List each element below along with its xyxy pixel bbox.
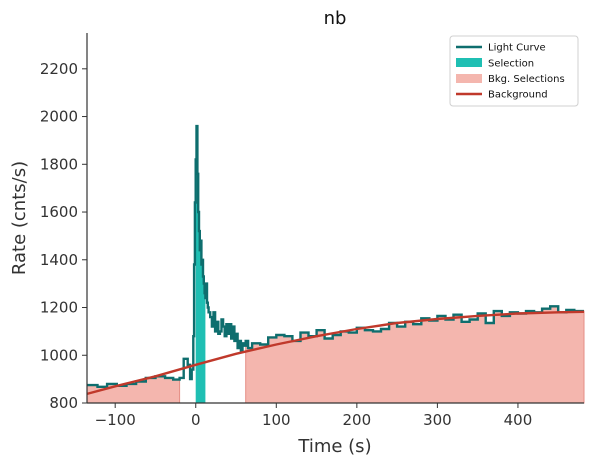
- legend-label-light-curve: Light Curve: [488, 43, 546, 54]
- background-model-layer: [86, 310, 585, 396]
- y-tick-label: 1000: [40, 346, 78, 364]
- legend: Light Curve Selection Bkg. Selections Ba…: [449, 35, 579, 107]
- background-model-line: [86, 310, 585, 396]
- y-tick-label: 2200: [40, 60, 78, 78]
- y-tick-label: 1600: [40, 203, 78, 221]
- legend-swatch-selection: [456, 58, 482, 67]
- y-tick-label: 1200: [40, 299, 78, 317]
- y-tick-label: 1400: [40, 251, 78, 269]
- x-tick-label: 200: [343, 411, 372, 429]
- legend-swatch-bkg-selections: [456, 74, 482, 83]
- bkg-selections-layer: [86, 305, 585, 404]
- x-tick-label: 0: [191, 411, 201, 429]
- x-tick-label: −100: [95, 411, 136, 429]
- y-axis-label: Rate (cnts/s): [9, 161, 30, 275]
- y-tick-label: 1800: [40, 155, 78, 173]
- legend-label-background: Background: [488, 90, 548, 101]
- x-tick-label: 300: [423, 411, 452, 429]
- y-tick-label: 2000: [40, 108, 78, 126]
- x-axis-ticks: −100 0 100 200 300 400: [95, 403, 533, 429]
- legend-label-bkg-selections: Bkg. Selections: [488, 74, 565, 85]
- x-tick-label: 400: [504, 411, 533, 429]
- y-axis-ticks: 800 1000 1200 1400 1600 1800 2000 2200: [40, 60, 87, 412]
- chart-title: nb: [324, 8, 347, 29]
- x-tick-label: 100: [262, 411, 291, 429]
- y-tick-label: 800: [49, 394, 78, 412]
- x-axis-label: Time (s): [297, 436, 371, 457]
- legend-frame: [449, 35, 579, 107]
- legend-label-selection: Selection: [488, 59, 534, 70]
